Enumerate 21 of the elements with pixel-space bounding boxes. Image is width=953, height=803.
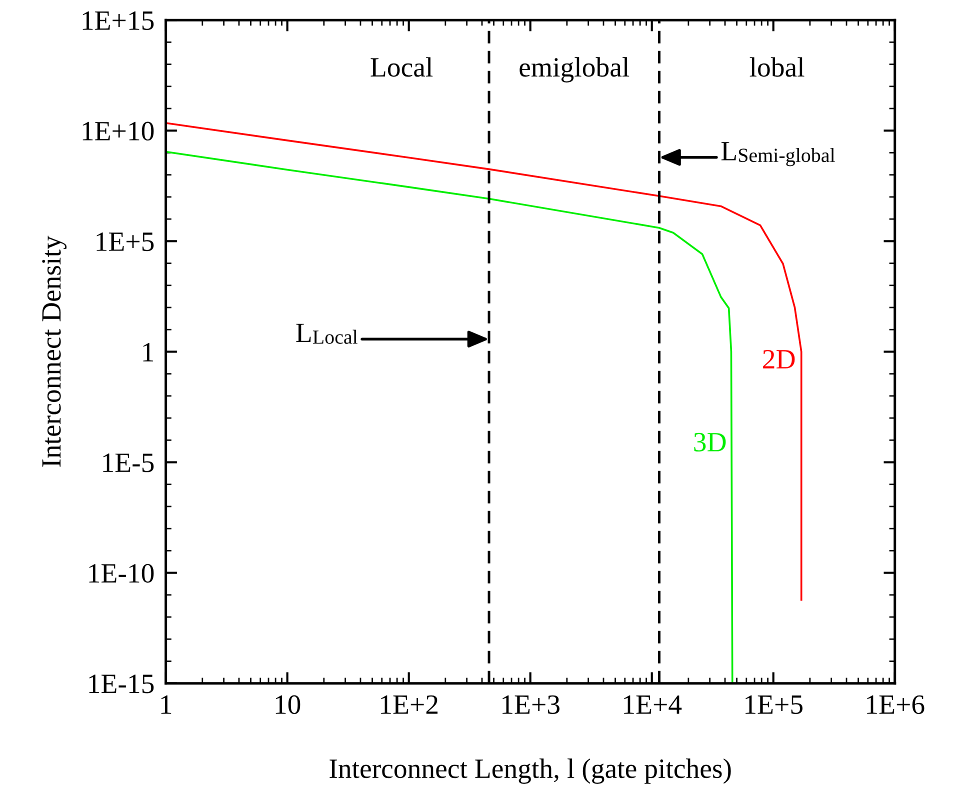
annotation: lobal [750, 57, 804, 77]
series-label: 3D [694, 432, 726, 452]
y-tick-label: 1 [143, 343, 154, 362]
x-axis-title: Interconnect Length, l (gate pitches) [330, 758, 731, 784]
x-tick-label: 1E+2 [381, 695, 438, 714]
y-tick-label: 1E-15 [89, 674, 154, 694]
y-tick-label: 1E+15 [82, 11, 154, 30]
series-label: 2D [763, 350, 795, 368]
y-tick-label: 1E-5 [103, 454, 154, 472]
y-tick-label: 1E-10 [89, 564, 154, 583]
x-tick-label: 1E+4 [624, 695, 682, 714]
x-tick-label: 1E+6 [867, 695, 924, 714]
y-tick-label: 1E+10 [82, 122, 154, 141]
x-tick-label: 1E+5 [746, 695, 802, 714]
x-tick-label: 1E+3 [502, 695, 560, 714]
y-tick-label: 1E+5 [96, 232, 154, 252]
x-tick-label: 1 [161, 695, 172, 714]
y-axis-title: Interconnect Density [42, 236, 67, 467]
x-tick-label: 10 [276, 695, 300, 714]
annotation: emiglobal [520, 57, 630, 82]
annotation: Local [370, 57, 433, 77]
